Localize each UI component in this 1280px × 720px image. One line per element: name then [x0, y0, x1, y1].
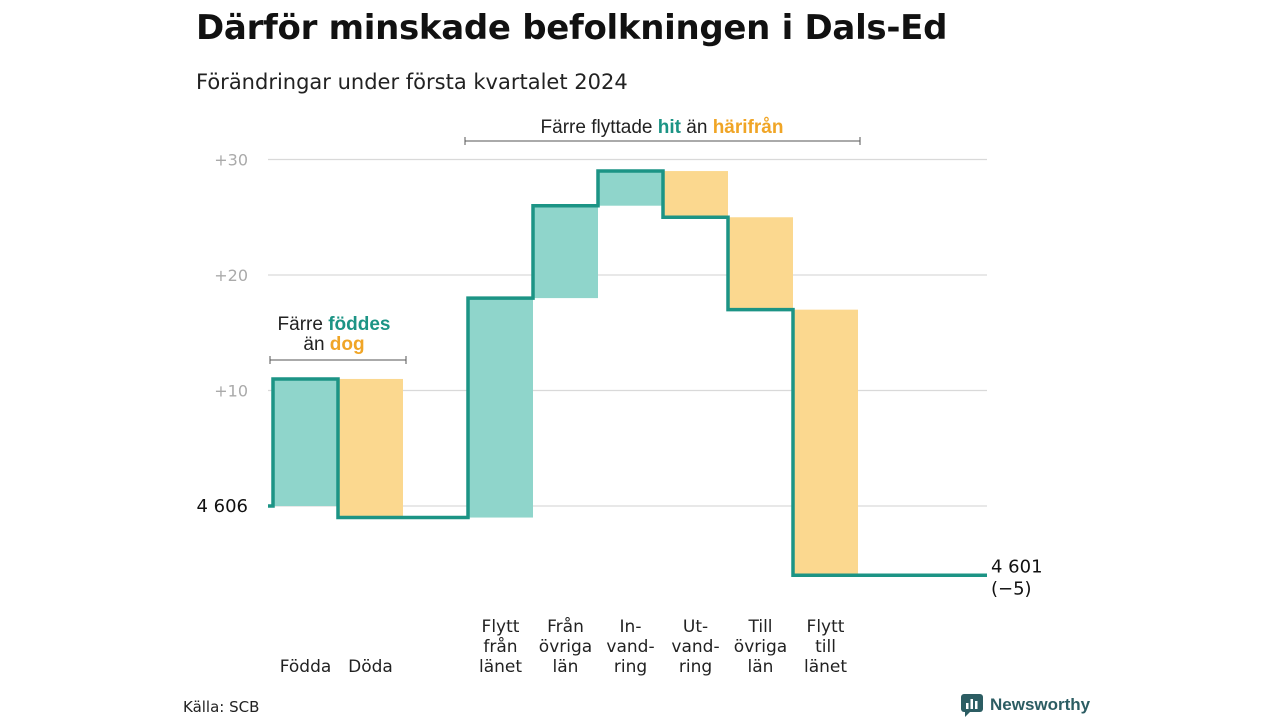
- brand-label: Newsworthy: [990, 695, 1091, 714]
- births-annotation: Färre föddes än dog: [234, 315, 434, 355]
- category-label-3-line-0: Från: [547, 617, 584, 637]
- category-label-2: Flytt från länet: [461, 617, 541, 677]
- births-annotation-highlight-born: föddes: [328, 314, 391, 335]
- moves-annotation-text-1: Färre flyttade: [540, 117, 653, 138]
- moves-annotation-highlight-in: hit: [657, 117, 681, 138]
- category-label-4-line-2: ring: [613, 657, 648, 677]
- start-value-label: 4 606: [196, 496, 248, 517]
- category-label-6-line-0: Till: [748, 617, 773, 637]
- bar-3: [533, 205, 598, 299]
- category-label-1-line-0: Döda: [348, 657, 393, 677]
- category-label-5-line-0: Ut-: [682, 617, 709, 637]
- bar-2: [468, 298, 533, 518]
- category-label-4-line-0: In-: [619, 617, 642, 637]
- y-tick-label-2: +30: [214, 151, 248, 170]
- category-label-6: Till övriga län: [721, 617, 801, 677]
- bar-5: [663, 171, 728, 218]
- newsworthy-logo-icon: [961, 694, 983, 717]
- moves-annotation-highlight-out: härifrån: [712, 117, 784, 138]
- category-label-7-line-1: till: [815, 637, 836, 657]
- category-label-4: In-vand-ring: [591, 617, 671, 677]
- source-note: Källa: SCB: [183, 698, 260, 716]
- category-label-2-line-1: från: [483, 637, 518, 657]
- chart-title: Därför minskade befolkningen i Dals-Ed: [196, 8, 948, 48]
- bar-6: [728, 217, 793, 310]
- bar-7: [793, 309, 858, 576]
- category-label-0-line-0: Födda: [279, 657, 332, 677]
- category-label-5-line-2: ring: [678, 657, 713, 677]
- bar-1: [338, 378, 403, 518]
- newsworthy-brand: Newsworthy: [960, 693, 1090, 717]
- category-label-6-line-2: län: [747, 657, 774, 677]
- category-label-0: Födda: [266, 657, 346, 677]
- bar-4: [598, 171, 663, 206]
- end-change-label: (−5): [991, 578, 1032, 599]
- y-tick-label-1: +20: [214, 266, 248, 285]
- category-label-4-line-1: vand-: [606, 637, 655, 657]
- category-label-3: Från övriga län: [526, 617, 606, 677]
- category-label-7-line-2: länet: [803, 657, 848, 677]
- births-annotation-highlight-died: dog: [329, 334, 365, 355]
- category-label-7: Flytt till länet: [786, 617, 866, 677]
- end-value-label: 4 601: [991, 556, 1043, 577]
- category-label-5-line-1: vand-: [671, 637, 720, 657]
- moves-annotation-text-2: än: [686, 117, 708, 138]
- chart-subtitle: Förändringar under första kvartalet 2024: [196, 70, 628, 94]
- category-label-3-line-1: övriga: [538, 637, 593, 657]
- category-label-2-line-0: Flytt: [481, 617, 520, 637]
- category-label-3-line-2: län: [552, 657, 579, 677]
- births-annotation-text-2: än: [303, 334, 325, 355]
- category-label-5: Ut-vand-ring: [656, 617, 736, 677]
- bar-0: [273, 378, 338, 506]
- y-tick-label-0: +10: [214, 382, 248, 401]
- category-label-6-line-1: övriga: [733, 637, 788, 657]
- births-annotation-text-1: Färre: [277, 314, 323, 335]
- category-label-7-line-0: Flytt: [806, 617, 845, 637]
- category-label-1: Döda: [331, 657, 411, 677]
- moves-annotation: Färre flyttade hit än härifrån: [462, 118, 862, 138]
- category-label-2-line-2: länet: [478, 657, 523, 677]
- cumulative-step-line: [268, 169, 987, 578]
